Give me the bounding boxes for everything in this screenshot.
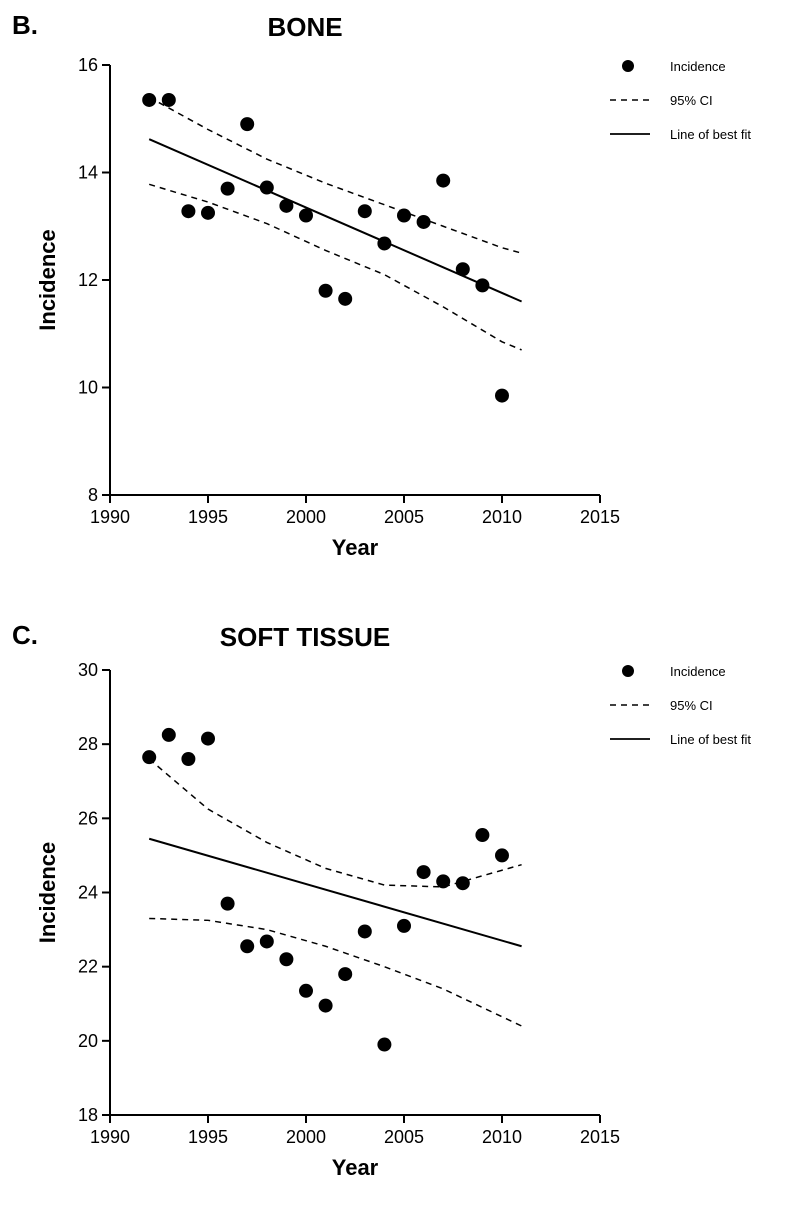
legend-marker-incidence <box>622 665 634 677</box>
data-point <box>456 876 470 890</box>
data-point <box>475 278 489 292</box>
chart-bone: 8 10 12 14 16 1990 1995 2000 2005 2010 2015 Year Inc… <box>0 0 790 590</box>
legend-label-fit: Line of best fit <box>670 127 751 142</box>
y-tick-label: 16 <box>78 55 98 75</box>
data-point <box>260 181 274 195</box>
x-tick-label: 2015 <box>580 507 620 527</box>
y-axis-label: Incidence <box>35 229 60 330</box>
legend-label-incidence: Incidence <box>670 59 726 74</box>
data-point <box>221 182 235 196</box>
data-point <box>436 174 450 188</box>
x-tick-label: 1995 <box>188 1127 228 1147</box>
line-of-best-fit <box>149 139 521 301</box>
legend-marker-incidence <box>622 60 634 72</box>
y-tick-label: 24 <box>78 883 98 903</box>
data-point <box>417 215 431 229</box>
data-point <box>181 752 195 766</box>
data-point <box>142 750 156 764</box>
data-point <box>456 262 470 276</box>
y-tick-label: 18 <box>78 1105 98 1125</box>
data-point <box>162 728 176 742</box>
line-of-best-fit <box>149 839 521 947</box>
panel-title-b: BONE <box>0 12 610 43</box>
x-tick-label: 2000 <box>286 1127 326 1147</box>
data-point <box>201 206 215 220</box>
data-point <box>299 984 313 998</box>
panel-title-c: SOFT TISSUE <box>0 622 610 653</box>
data-point <box>201 732 215 746</box>
data-point <box>338 967 352 981</box>
data-point <box>142 93 156 107</box>
x-tick-label: 2015 <box>580 1127 620 1147</box>
ci-upper <box>149 97 521 253</box>
data-point <box>240 117 254 131</box>
x-tick-label: 1990 <box>90 507 130 527</box>
y-tick-label: 20 <box>78 1031 98 1051</box>
data-point <box>475 828 489 842</box>
x-axis-label: Year <box>332 535 379 560</box>
data-point <box>221 897 235 911</box>
data-point <box>162 93 176 107</box>
legend-label-incidence: Incidence <box>670 664 726 679</box>
legend-label-fit: Line of best fit <box>670 732 751 747</box>
ci-upper <box>149 759 521 887</box>
data-point <box>397 919 411 933</box>
x-tick-label: 1990 <box>90 1127 130 1147</box>
y-tick-label: 12 <box>78 270 98 290</box>
x-tick-label: 2005 <box>384 1127 424 1147</box>
x-tick-label: 2010 <box>482 1127 522 1147</box>
legend-label-ci: 95% CI <box>670 698 713 713</box>
data-point <box>377 1038 391 1052</box>
data-point <box>240 939 254 953</box>
ci-lower <box>149 918 521 1026</box>
y-tick-label: 26 <box>78 808 98 828</box>
data-point <box>358 204 372 218</box>
data-point <box>279 199 293 213</box>
y-tick-label: 8 <box>88 485 98 505</box>
data-point <box>299 209 313 223</box>
x-tick-label: 1995 <box>188 507 228 527</box>
data-point <box>338 292 352 306</box>
data-point <box>495 389 509 403</box>
data-point <box>358 924 372 938</box>
data-point <box>417 865 431 879</box>
x-tick-label: 2010 <box>482 507 522 527</box>
chart-soft-tissue: 18 20 22 24 26 28 30 1990 1995 2000 2005 2010 2015 Ye… <box>0 590 790 1210</box>
data-point <box>495 848 509 862</box>
x-tick-label: 2005 <box>384 507 424 527</box>
y-tick-label: 14 <box>78 163 98 183</box>
y-tick-label: 22 <box>78 957 98 977</box>
legend-label-ci: 95% CI <box>670 93 713 108</box>
data-point <box>319 284 333 298</box>
data-point <box>397 209 411 223</box>
y-tick-label: 10 <box>78 378 98 398</box>
y-tick-label: 28 <box>78 734 98 754</box>
data-point <box>319 999 333 1013</box>
y-axis-label: Incidence <box>35 842 60 943</box>
x-tick-label: 2000 <box>286 507 326 527</box>
y-tick-label: 30 <box>78 660 98 680</box>
data-point <box>436 874 450 888</box>
data-point <box>260 934 274 948</box>
data-point <box>279 952 293 966</box>
data-point <box>181 204 195 218</box>
data-point <box>377 236 391 250</box>
x-axis-label: Year <box>332 1155 379 1180</box>
